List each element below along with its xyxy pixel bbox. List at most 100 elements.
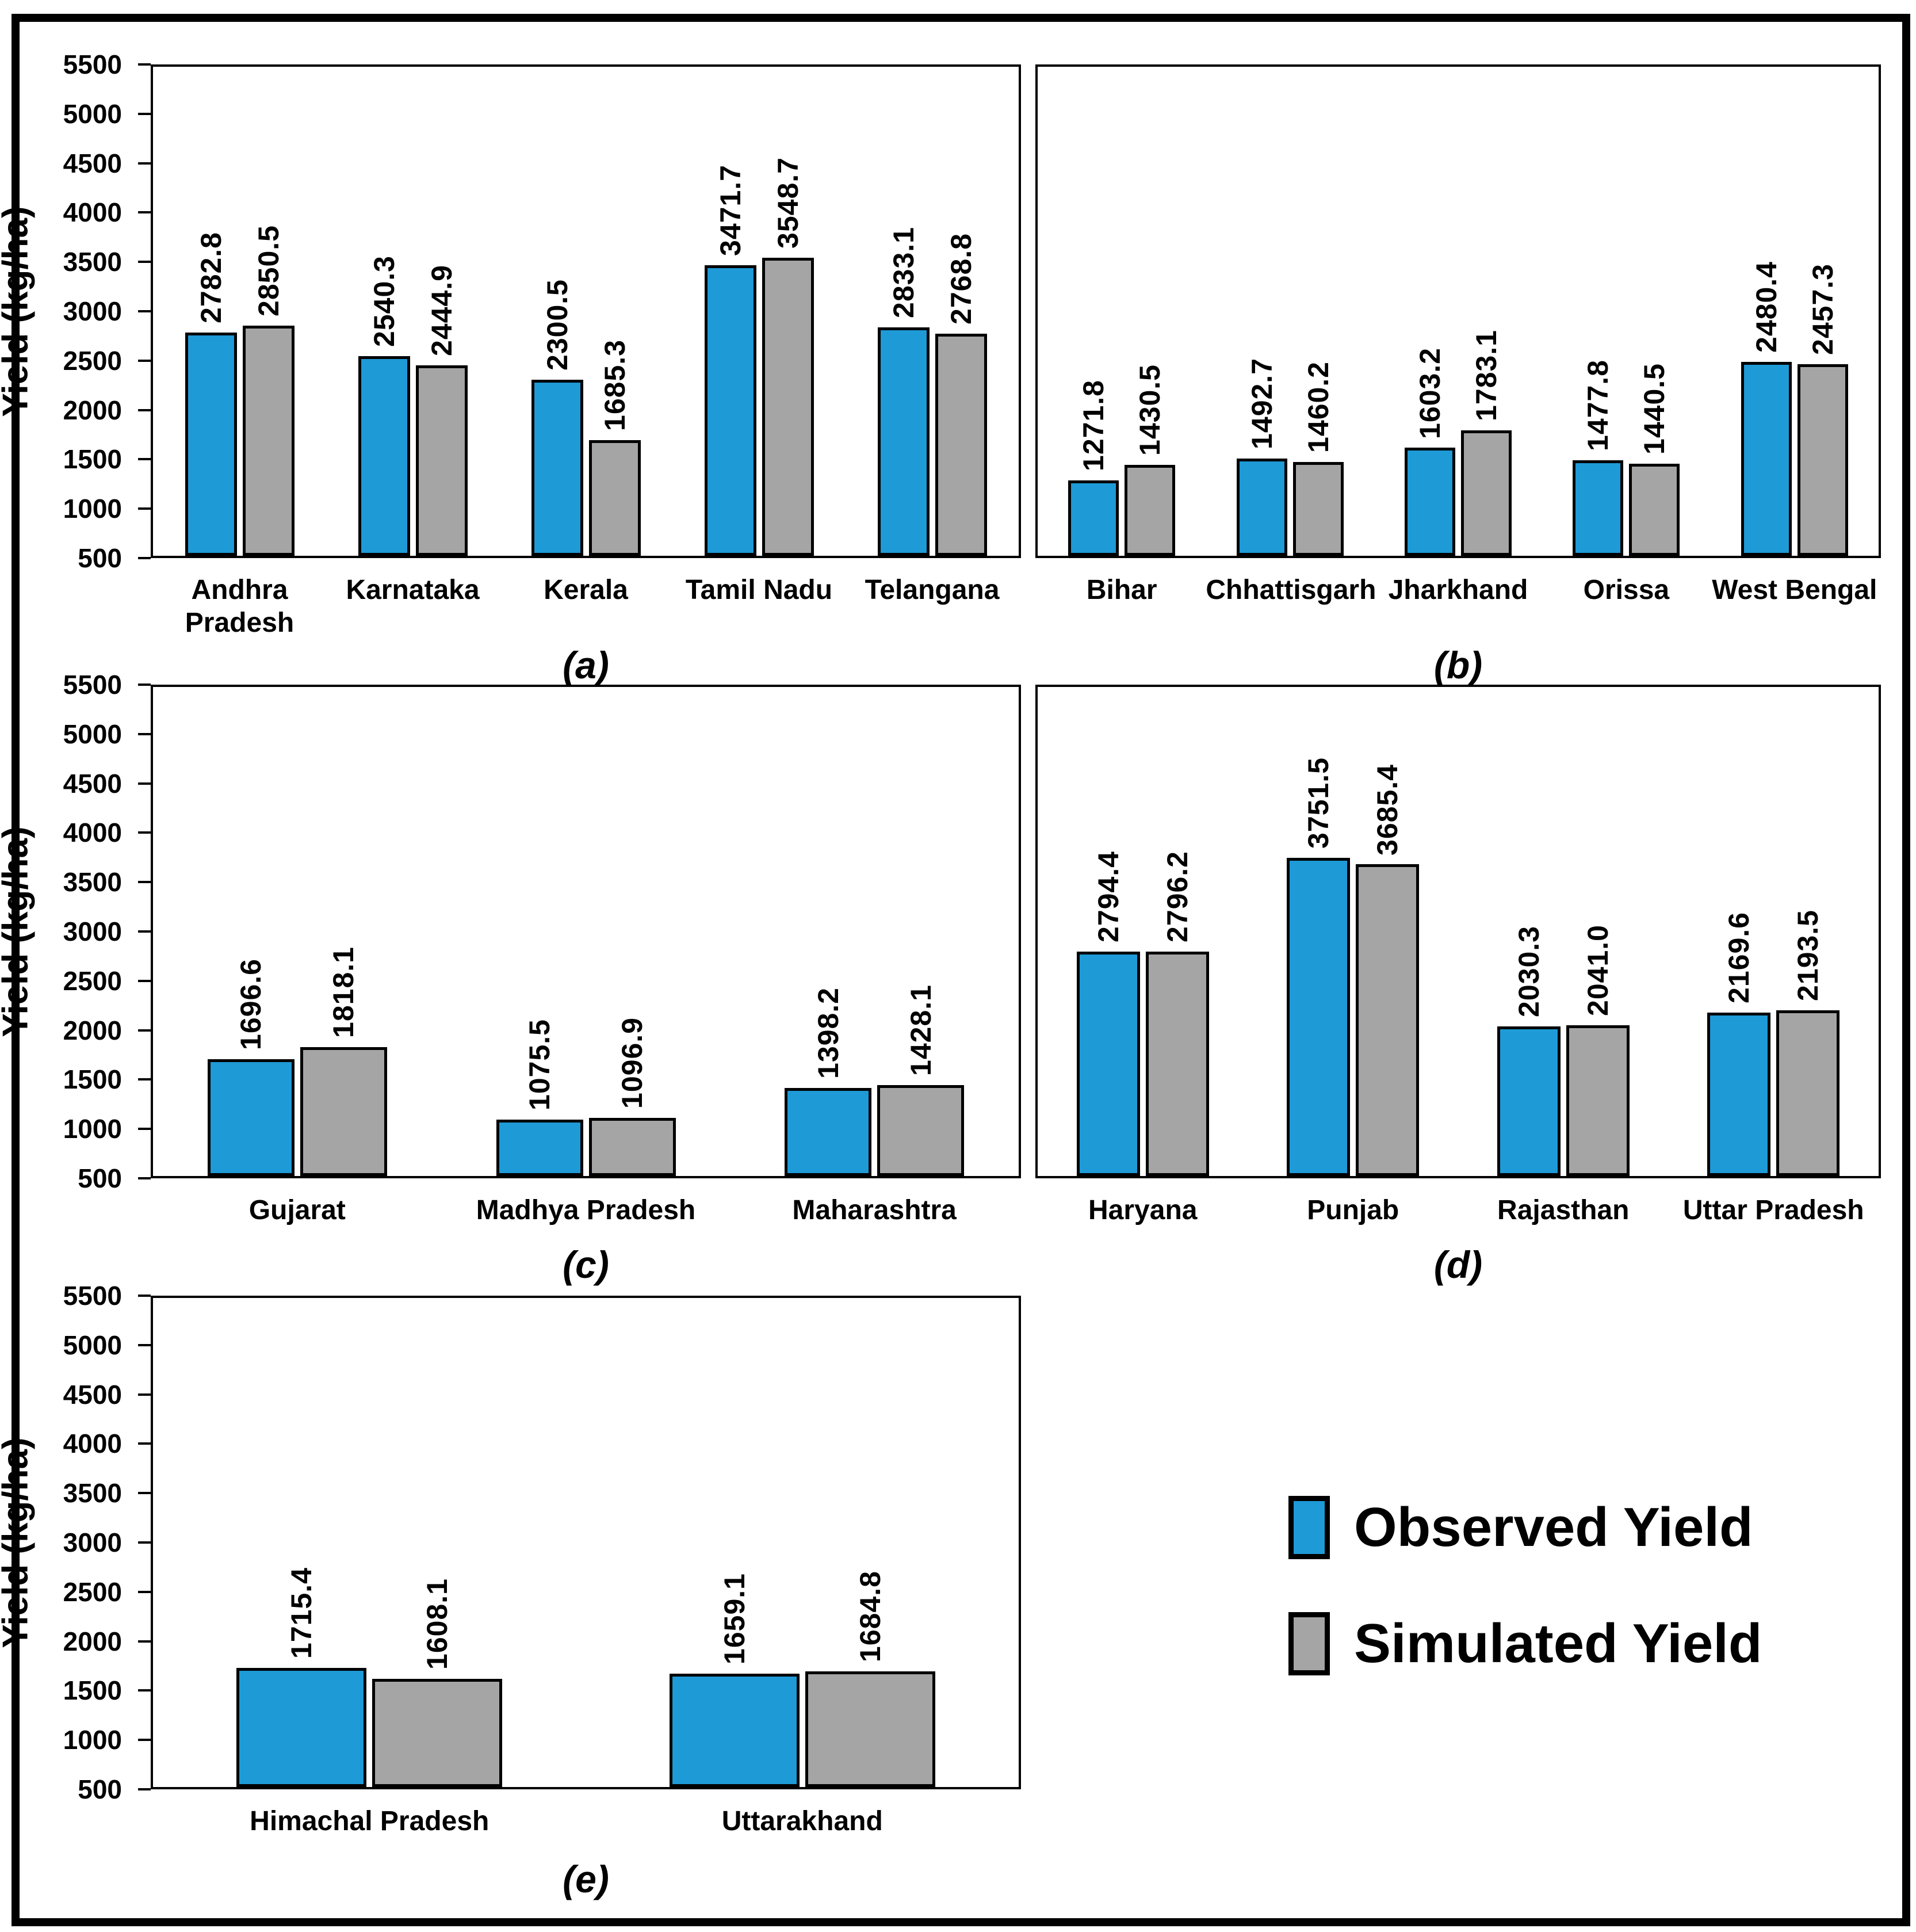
bar-value-label: 1460.2 [1302,361,1334,453]
bar-value-label: 2300.5 [541,278,573,371]
bar-value-label: 3685.4 [1371,763,1404,856]
bar-group-observed: 2169.6 [1707,687,1771,1176]
panel-letter: (d) [1433,1243,1483,1286]
bar-group-observed: 3471.7 [704,67,756,556]
bar-group-observed: 2794.4 [1076,687,1140,1176]
bar-simulated [762,257,814,556]
y-tick-label: 4500 [63,148,122,178]
category-label: Punjab [1307,1195,1399,1225]
y-tick-mark [138,162,151,165]
bar-value-label: 1603.2 [1414,347,1446,439]
y-tick-label: 1500 [63,1064,122,1095]
panel-letter: (a) [563,644,609,686]
legend-item-simulated: Simulated Yield [1288,1612,1762,1675]
y-tick-label: 3500 [63,247,122,277]
y-axis-title-text: Yield (kg/ha) [0,1437,36,1648]
y-tick-label: 4500 [63,768,122,799]
y-tick-label: 3000 [63,296,122,326]
bar-group-simulated: 1428.1 [877,687,965,1176]
panel-a-plot: 2782.8 2850.5 2540.3 2444.9 2300.5 1685.3 3471… [151,64,1021,558]
bar-simulated [242,326,295,556]
category-label: Uttar Pradesh [1682,1195,1864,1225]
bar-group-simulated: 1685.3 [588,67,641,556]
bar-group-observed: 3751.5 [1287,687,1351,1176]
bar-value-label: 2768.8 [944,233,977,325]
bar-simulated [1461,430,1512,556]
y-tick-mark [138,408,151,411]
bar-observed [669,1673,800,1787]
y-tick-label: 1000 [63,494,122,524]
y-tick-label: 4000 [63,818,122,848]
y-tick-mark [138,112,151,115]
category-label: Jharkhand [1388,575,1528,605]
category-label: West Bengal [1712,575,1877,605]
bar-simulated [372,1678,503,1787]
bar-observed [704,265,756,556]
bar-group-observed: 2833.1 [877,67,930,556]
bar-group-simulated: 2041.0 [1566,687,1630,1176]
y-tick-mark [138,1590,151,1593]
bar-value-label: 1075.5 [523,1019,556,1111]
bar-observed [1287,858,1351,1176]
bar-value-label: 3471.7 [714,164,747,256]
bar-group-simulated: 2457.3 [1797,67,1848,556]
bar-value-label: 2457.3 [1806,264,1839,356]
bar-group-observed: 1715.4 [236,1298,367,1787]
y-tick-mark [138,1343,151,1346]
bar-observed [185,332,237,556]
panel-d-plot: 2794.4 2796.2 3751.5 3685.4 2030.3 2041.0 2169… [1035,685,1881,1178]
bar-value-label: 1783.1 [1470,329,1502,421]
bar-group-simulated: 2193.5 [1776,687,1840,1176]
bar-group-observed: 1398.2 [785,687,872,1176]
category-label: Himachal Pradesh [250,1806,489,1836]
panel-letter: (e) [563,1858,609,1900]
y-tick-mark [138,782,151,785]
y-tick-label: 4000 [63,197,122,228]
category-label: Haryana [1088,1195,1198,1225]
bar-group-observed: 1659.1 [669,1298,800,1787]
y-tick-mark [138,1177,151,1179]
bar-group-observed: 2300.5 [531,67,583,556]
bar-observed [1068,480,1119,556]
y-tick-label: 1000 [63,1725,122,1755]
bar-value-label: 2794.4 [1092,851,1125,942]
y-tick-mark [138,458,151,461]
panel-c-plot: 1696.6 1818.1 1075.5 1096.9 1398.2 1428.1 [151,685,1021,1178]
bar-value-label: 3751.5 [1302,757,1335,849]
bar-group-observed: 1492.7 [1236,67,1287,556]
category-label: Chhattisgarh [1206,575,1376,605]
bar-observed [1741,362,1792,556]
bar-value-label: 1608.1 [421,1578,454,1670]
bar-value-label: 1492.7 [1245,358,1278,450]
legend-swatch-simulated [1288,1612,1330,1675]
bar-observed [531,379,583,556]
bar-observed [1707,1013,1771,1176]
y-tick-mark [138,1393,151,1396]
y-tick-label: 5500 [63,1281,122,1311]
legend: Observed Yield Simulated Yield [1288,1496,1762,1675]
bar-group-simulated: 1460.2 [1292,67,1344,556]
panel-letter: (b) [1433,644,1483,686]
bar-value-label: 1271.8 [1077,379,1110,471]
bar-group-simulated: 1818.1 [300,687,387,1176]
bar-observed [207,1059,295,1176]
y-tick-mark [138,1689,151,1692]
y-tick-label: 3000 [63,917,122,946]
y-tick-mark [138,1029,151,1032]
bar-value-label: 2169.6 [1723,912,1756,1004]
y-axis-title: Yield (kg/ha) [0,685,47,1178]
bar-value-label: 2480.4 [1750,261,1783,353]
bar-value-label: 2030.3 [1512,925,1545,1017]
legend-label: Simulated Yield [1354,1613,1762,1674]
bar-value-label: 3548.7 [771,156,804,249]
legend-swatch-observed [1288,1496,1330,1559]
y-tick-label: 4000 [63,1429,122,1459]
bar-group-simulated: 1783.1 [1461,67,1512,556]
bar-value-label: 2833.1 [887,227,920,319]
bar-group-simulated: 2444.9 [415,67,468,556]
y-tick-label: 500 [78,1774,122,1804]
panel-b-plot: 1271.8 1430.5 1492.7 1460.2 1603.2 1783.1 1477… [1035,64,1881,558]
bar-simulated [588,1117,676,1176]
bar-simulated [300,1047,387,1176]
y-tick-label: 2000 [63,395,122,425]
